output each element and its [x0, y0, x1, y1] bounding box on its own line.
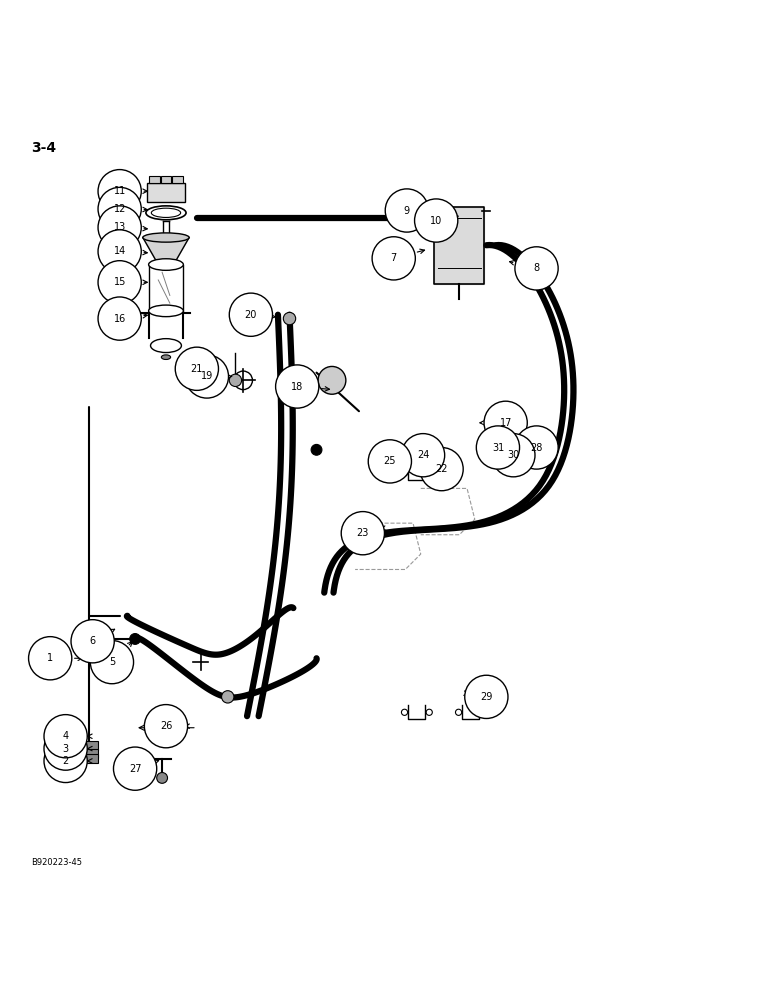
Circle shape: [98, 261, 141, 304]
Text: 21: 21: [191, 364, 203, 374]
Text: 23: 23: [357, 528, 369, 538]
Circle shape: [44, 739, 87, 783]
Text: 31: 31: [492, 443, 504, 453]
Circle shape: [44, 715, 87, 758]
Text: 16: 16: [113, 314, 126, 324]
Text: 28: 28: [530, 443, 543, 453]
Text: 15: 15: [113, 277, 126, 287]
Circle shape: [229, 293, 273, 336]
Text: 5: 5: [109, 657, 115, 667]
Circle shape: [98, 170, 141, 213]
Ellipse shape: [161, 355, 171, 359]
Circle shape: [401, 434, 445, 477]
Circle shape: [130, 634, 141, 644]
Circle shape: [484, 401, 527, 444]
Circle shape: [222, 691, 234, 703]
Bar: [149, 176, 160, 183]
Text: 17: 17: [499, 418, 512, 428]
Circle shape: [229, 374, 242, 387]
Bar: [161, 176, 171, 183]
Text: 30: 30: [507, 450, 520, 460]
Text: 8: 8: [533, 263, 540, 273]
Text: 29: 29: [480, 692, 493, 702]
Ellipse shape: [148, 259, 183, 270]
Ellipse shape: [148, 305, 183, 317]
Circle shape: [465, 675, 508, 718]
Ellipse shape: [143, 233, 189, 242]
Circle shape: [98, 206, 141, 249]
Circle shape: [372, 237, 415, 280]
Text: 27: 27: [129, 764, 141, 774]
Text: 1: 1: [47, 653, 53, 663]
Text: 11: 11: [113, 186, 126, 196]
Circle shape: [385, 189, 428, 232]
Text: 25: 25: [384, 456, 396, 466]
Text: 20: 20: [245, 310, 257, 320]
Text: 24: 24: [417, 450, 429, 460]
Circle shape: [311, 444, 322, 455]
Text: 12: 12: [113, 204, 126, 214]
Circle shape: [368, 440, 411, 483]
Circle shape: [283, 312, 296, 325]
Text: 10: 10: [430, 216, 442, 226]
Circle shape: [185, 355, 229, 398]
Bar: [80, 754, 98, 763]
Text: 4: 4: [63, 731, 69, 741]
Circle shape: [144, 705, 188, 748]
Circle shape: [515, 426, 558, 469]
Text: B920223-45: B920223-45: [31, 858, 82, 867]
Polygon shape: [148, 265, 183, 311]
Text: 13: 13: [113, 222, 126, 232]
Circle shape: [71, 620, 114, 663]
Circle shape: [415, 199, 458, 242]
Circle shape: [29, 637, 72, 680]
Circle shape: [98, 230, 141, 273]
Circle shape: [476, 426, 520, 469]
Text: 9: 9: [404, 206, 410, 216]
Bar: [80, 749, 98, 758]
Polygon shape: [143, 238, 189, 265]
Text: 19: 19: [201, 371, 213, 381]
Bar: [147, 183, 185, 202]
Circle shape: [276, 365, 319, 408]
Circle shape: [98, 187, 141, 231]
Polygon shape: [434, 207, 484, 284]
Circle shape: [420, 448, 463, 491]
Bar: [172, 176, 183, 183]
Text: 3-4: 3-4: [31, 141, 56, 155]
Text: 14: 14: [113, 246, 126, 256]
Text: 7: 7: [391, 253, 397, 263]
Circle shape: [157, 773, 168, 783]
Circle shape: [175, 347, 218, 390]
Text: 26: 26: [160, 721, 172, 731]
Ellipse shape: [151, 339, 181, 353]
Circle shape: [98, 297, 141, 340]
Circle shape: [113, 747, 157, 790]
Circle shape: [492, 434, 535, 477]
Circle shape: [515, 247, 558, 290]
Bar: [80, 741, 98, 750]
Polygon shape: [81, 743, 96, 751]
Text: 3: 3: [63, 744, 69, 754]
Text: 22: 22: [435, 464, 448, 474]
Circle shape: [90, 641, 134, 684]
Text: 6: 6: [90, 636, 96, 646]
Circle shape: [440, 207, 455, 222]
Circle shape: [318, 366, 346, 394]
Text: 18: 18: [291, 382, 303, 392]
Circle shape: [341, 512, 384, 555]
Circle shape: [44, 727, 87, 770]
Text: 2: 2: [63, 756, 69, 766]
